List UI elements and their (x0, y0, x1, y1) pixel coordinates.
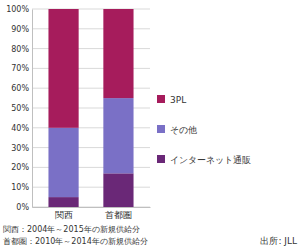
axis-line (32, 10, 33, 208)
tick-label: 10% (11, 183, 29, 192)
bar-segment (48, 9, 78, 128)
tick-label: 50% (11, 104, 29, 113)
tick: 関西 (55, 207, 73, 220)
tick: 30% (11, 144, 32, 153)
tick-label: 60% (11, 84, 29, 93)
legend-swatch (157, 95, 165, 103)
bar-segment (103, 98, 133, 173)
tick-label: 70% (11, 64, 29, 73)
legend-label: インターネット通販 (170, 155, 251, 165)
tick: 首都圏 (105, 207, 132, 220)
tick-label: 40% (11, 124, 29, 133)
legend-label: 3PL (170, 95, 186, 105)
tick: 20% (11, 163, 32, 172)
tick: 10% (11, 183, 32, 192)
tick-label: 100% (6, 5, 29, 14)
bar-segment (48, 197, 78, 207)
tick-label: 30% (11, 144, 29, 153)
tick-label: 90% (11, 25, 29, 34)
tick: 60% (11, 84, 32, 93)
grid (32, 9, 150, 207)
tick: 40% (11, 124, 32, 133)
tick-label: 80% (11, 45, 29, 54)
tick: 100% (6, 5, 32, 14)
annotation: 出所: JLL (260, 236, 297, 246)
bar-segment (103, 173, 133, 207)
tick-label: 20% (11, 163, 29, 172)
legend-swatch (157, 155, 165, 163)
tick: 90% (11, 25, 32, 34)
bars (48, 9, 133, 207)
x-axis: 関西 首都圏 (33, 207, 151, 220)
tick: 70% (11, 64, 32, 73)
annotation: 首都圏：2010年～2014年の新規供給分 (3, 237, 148, 246)
tick: 0% (16, 203, 32, 212)
bar-segment (48, 128, 78, 197)
tick-label: 首都圏 (105, 210, 132, 220)
tick-label: 0% (16, 203, 29, 212)
series (48, 9, 133, 128)
chart: 0% 10% 20% 30% 40% 50% 60% 70% 80% 90% 100% 関西 首都圏 3P… (0, 0, 300, 249)
y-axis: 0% 10% 20% 30% 40% 50% 60% 70% 80% 90% 100% (6, 5, 32, 212)
annotation: 関西：2004年～2015年の新規供給分 (3, 225, 140, 234)
legend: 3PL その他インターネット通販 (157, 95, 251, 165)
legend-swatch (157, 125, 165, 133)
tick: 80% (11, 45, 32, 54)
axis-line (33, 207, 151, 208)
tick-label: 関西 (55, 210, 73, 220)
bar-segment (103, 9, 133, 98)
legend-label: その他 (170, 125, 197, 135)
tick: 50% (11, 104, 32, 113)
